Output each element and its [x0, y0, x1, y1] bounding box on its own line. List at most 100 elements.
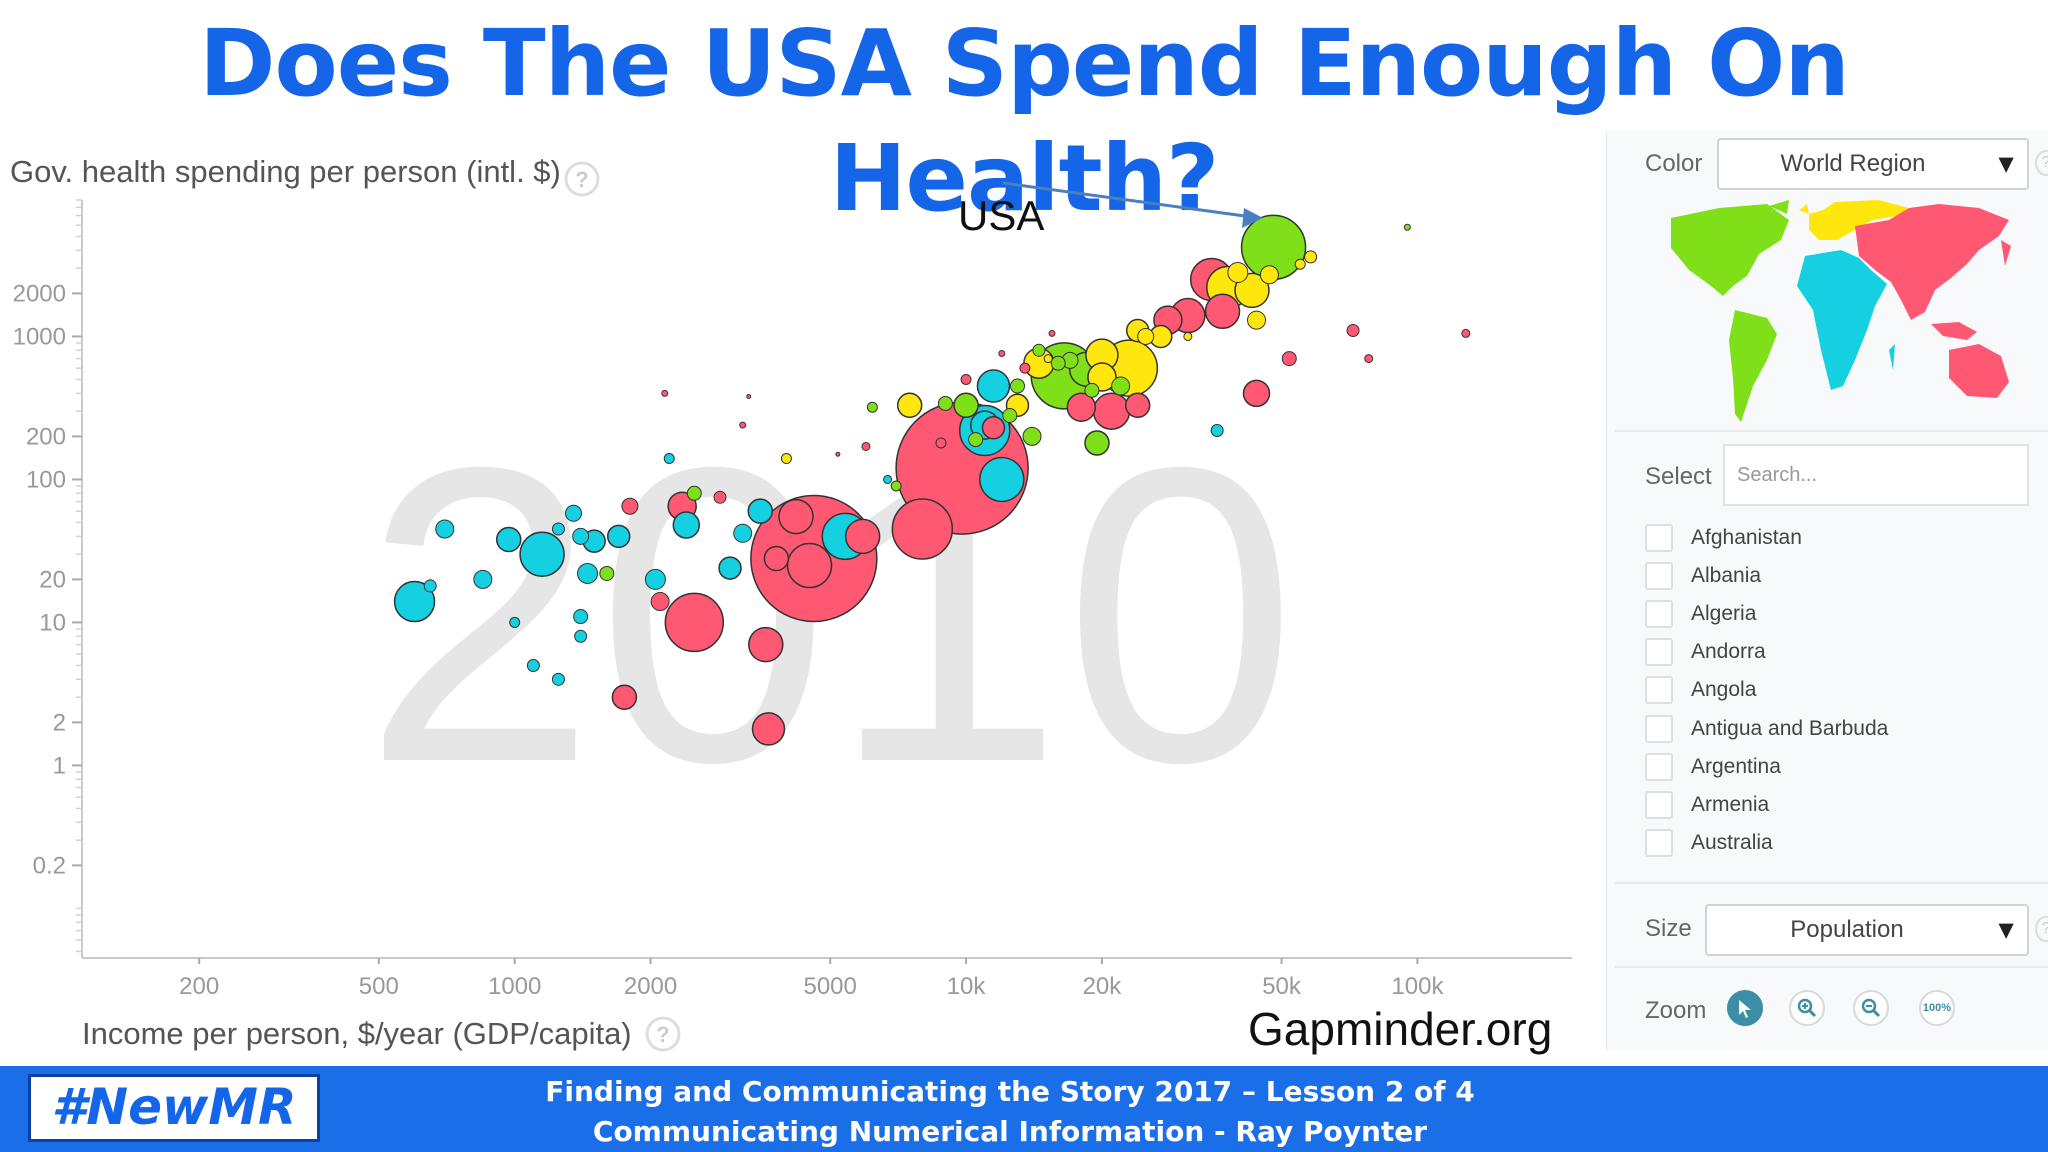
y-tick-label: 10 — [39, 609, 66, 636]
country-name: Angola — [1691, 678, 1757, 702]
country-bubble — [883, 474, 893, 484]
dropdown-arrow-icon: ▼ — [1993, 914, 2019, 945]
country-bubble — [1124, 392, 1151, 419]
country-bubble — [866, 401, 878, 413]
country-bubble — [551, 672, 565, 686]
country-bubble — [1364, 354, 1374, 364]
country-bubble — [763, 545, 790, 572]
color-dropdown[interactable]: World Region ▼ — [1717, 138, 2029, 190]
help-icon-mark: ? — [575, 167, 588, 192]
map-africa[interactable] — [1797, 250, 1895, 390]
country-bubble — [780, 453, 792, 465]
country-bubble — [1183, 331, 1193, 341]
country-bubble — [890, 480, 902, 492]
country-bubble — [1210, 423, 1224, 437]
help-icon[interactable]: ? — [2035, 916, 2048, 942]
country-bubble — [435, 519, 455, 539]
country-bubble — [661, 389, 669, 397]
country-bubble — [960, 373, 972, 385]
size-label: Size — [1645, 915, 1692, 942]
country-bubble — [998, 349, 1006, 357]
country-bubble — [1009, 378, 1025, 394]
country-checkbox[interactable] — [1645, 714, 1673, 743]
country-bubble — [644, 568, 666, 590]
zoom-reset-button[interactable]: 100% — [1919, 990, 1955, 1026]
country-bubble — [551, 522, 565, 536]
panel-divider — [1615, 430, 2048, 432]
country-name: Algeria — [1691, 602, 1757, 626]
y-tick-label: 1000 — [13, 323, 66, 350]
color-label: Color — [1645, 150, 1703, 177]
country-bubble — [572, 527, 590, 545]
country-bubble — [573, 609, 589, 625]
x-tick-label: 100k — [1391, 973, 1444, 1000]
x-tick-label: 10k — [947, 973, 987, 1000]
x-tick-label: 5000 — [803, 973, 856, 1000]
country-bubble — [1002, 407, 1018, 423]
country-bubble — [1461, 328, 1471, 338]
country-checkbox[interactable] — [1645, 562, 1673, 591]
country-bubble — [953, 392, 979, 419]
panel-divider — [1615, 882, 2048, 884]
country-bubble — [519, 531, 565, 577]
country-bubble — [1066, 392, 1097, 422]
slide-title: Does The USA Spend Enough On Health? — [199, 10, 1850, 232]
country-bubble — [1043, 354, 1053, 364]
country-bubble — [1019, 362, 1031, 374]
usa-arrow-line — [1002, 181, 1253, 219]
size-dropdown[interactable]: Population ▼ — [1705, 904, 2029, 956]
country-bubble — [1092, 392, 1131, 430]
country-bubble — [1259, 265, 1279, 285]
map-americas[interactable] — [1671, 200, 1789, 422]
help-icon[interactable]: ? — [2035, 150, 2048, 176]
country-name: Albania — [1691, 564, 1762, 588]
pointer-tool-icon[interactable] — [1727, 990, 1763, 1026]
help-icon — [645, 1016, 681, 1052]
country-bubble — [1204, 293, 1241, 330]
country-bubble — [981, 415, 1006, 440]
country-bubble — [526, 658, 540, 672]
country-bubble — [713, 490, 727, 504]
usa-arrow-head — [1242, 208, 1263, 228]
country-name: Afghanistan — [1691, 526, 1802, 549]
country-checkbox[interactable] — [1645, 752, 1673, 781]
country-bubble — [748, 626, 784, 663]
country-checkbox[interactable] — [1645, 790, 1673, 819]
country-bubble — [473, 569, 493, 589]
country-checkbox[interactable] — [1645, 600, 1673, 629]
country-bubble — [1032, 343, 1046, 357]
x-tick-label: 200 — [179, 973, 219, 1000]
country-bubble — [423, 579, 437, 593]
map-asia[interactable] — [1855, 204, 2011, 398]
country-name: Australia — [1691, 830, 1773, 854]
country-bubble — [739, 421, 747, 429]
country-bubble — [1242, 379, 1271, 408]
country-checkbox[interactable] — [1645, 638, 1673, 667]
source-label: Gapminder.org — [1248, 1003, 1553, 1055]
footer-text: Finding and Communicating the Story 2017… — [410, 1072, 1610, 1152]
zoom-in-icon[interactable] — [1789, 990, 1825, 1026]
country-search-input[interactable] — [1723, 444, 2029, 506]
country-bubble — [896, 392, 923, 419]
map-europe[interactable] — [1799, 200, 1909, 240]
x-tick-label: 1000 — [488, 973, 541, 1000]
country-bubble — [935, 437, 947, 449]
panel-divider — [1615, 966, 2048, 968]
x-tick-label: 500 — [359, 973, 399, 1000]
country-checkbox[interactable] — [1645, 676, 1673, 705]
usa-annotation: USA — [958, 192, 1044, 239]
country-bubble — [611, 684, 638, 710]
country-checkbox[interactable] — [1645, 524, 1673, 552]
country-checkbox[interactable] — [1645, 828, 1673, 857]
y-tick-label: 1 — [53, 752, 66, 779]
zoom-out-icon[interactable] — [1853, 990, 1889, 1026]
color-dropdown-value: World Region — [1780, 150, 1926, 177]
x-tick-label: 50k — [1262, 973, 1302, 1000]
world-region-map[interactable] — [1649, 200, 2019, 430]
footer-line-1: Finding and Communicating the Story 2017… — [545, 1075, 1475, 1108]
country-bubble — [577, 562, 599, 584]
country-bubble — [718, 556, 742, 580]
y-tick-label: 200 — [26, 423, 66, 450]
